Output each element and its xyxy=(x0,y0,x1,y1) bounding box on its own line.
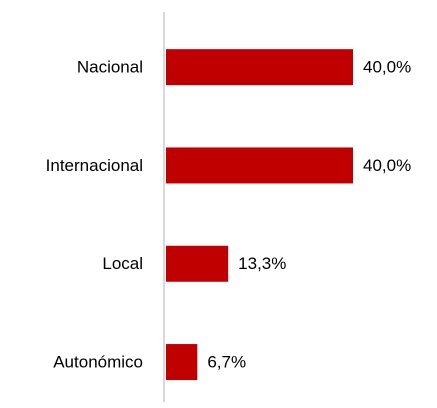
bar xyxy=(166,147,353,184)
value-label: 6,7% xyxy=(207,353,246,372)
value-label: 40,0% xyxy=(363,156,411,175)
category-label: Autonómico xyxy=(53,353,143,372)
value-label: 13,3% xyxy=(238,254,286,273)
value-label: 40,0% xyxy=(363,58,411,77)
category-label: Nacional xyxy=(77,58,143,77)
bar xyxy=(166,49,353,86)
category-label: Local xyxy=(102,254,143,273)
category-label: Internacional xyxy=(46,156,143,175)
bar xyxy=(166,344,198,381)
bar xyxy=(166,245,229,282)
